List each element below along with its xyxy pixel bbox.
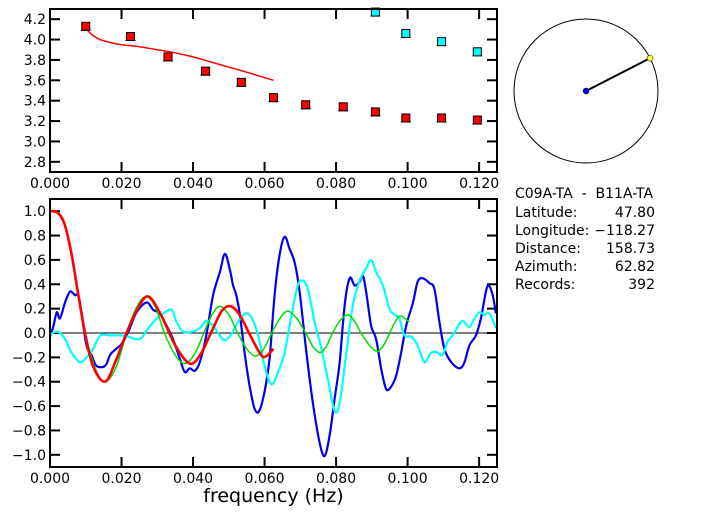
x-tick-label: 0.060 (245, 471, 285, 487)
red-points-marker (437, 113, 447, 123)
red-points-marker (370, 107, 380, 117)
info-value-records: 392 (628, 277, 655, 293)
y-tick-label: 4.2 (24, 12, 46, 28)
x-tick-label: 0.120 (459, 176, 499, 192)
x-tick-label: 0.040 (173, 471, 213, 487)
series-red (49, 209, 275, 384)
red-points-marker (472, 115, 482, 125)
data-layer (48, 209, 497, 458)
x-tick-label: 0.060 (245, 176, 285, 192)
x-axis-label: frequency (Hz) (203, 485, 343, 507)
red-points-marker (401, 113, 411, 123)
info-label-distance: Distance: (515, 241, 581, 257)
y-tick-label: 3.6 (24, 73, 46, 89)
info-label-longitude: Longitude: (515, 223, 589, 239)
red-points-marker (125, 32, 135, 42)
y-tick-label: −0.6 (12, 399, 46, 415)
y-tick-label: 0.0 (24, 326, 46, 342)
y-tick-label: 4.0 (24, 33, 46, 49)
info-value-longitude: −118.27 (594, 223, 655, 239)
y-tick-label: 3.4 (24, 94, 46, 110)
axes-frame (49, 198, 498, 468)
cyan-points-marker (401, 28, 411, 38)
y-tick-label: 0.2 (24, 302, 46, 318)
receiver-station-marker (646, 54, 654, 62)
info-value-latitude: 47.80 (615, 205, 655, 221)
info-value-azimuth: 62.82 (615, 259, 655, 275)
series-cyan (49, 258, 497, 414)
azimuth-map (513, 18, 659, 164)
info-value-distance: 158.73 (606, 241, 655, 257)
x-tick-label: 0.120 (459, 471, 499, 487)
cyan-points-marker (472, 47, 482, 57)
velocity-panel: 0.000 0.020 0.040 0.060 0.080 0.100 0.120 2.8 3.… (24, 7, 499, 192)
station-pair-title: C09A-TA - B11A-TA (515, 186, 653, 202)
azimuth-circle (513, 18, 659, 164)
x-tick-label: 0.020 (101, 471, 141, 487)
red-points-marker (163, 52, 173, 62)
y-tick-label: 3.2 (24, 114, 46, 130)
red-points-marker (269, 93, 278, 103)
red-points-marker (338, 102, 348, 112)
x-tick-label: 0.000 (30, 471, 70, 487)
y-tick-label: −1.0 (12, 448, 46, 464)
x-tick-label: 0.000 (30, 176, 70, 192)
info-label-latitude: Latitude: (515, 205, 577, 221)
x-tick-label: 0.100 (388, 176, 428, 192)
station-info-panel: C09A-TA - B11A-TA Latitude: 47.80 Longit… (515, 186, 655, 293)
red-points-marker (236, 77, 246, 87)
series-red-curve (86, 29, 274, 82)
y-tick-label: −0.2 (12, 350, 46, 366)
data-layer (80, 7, 483, 125)
series-blue (48, 235, 497, 458)
x-tick-label: 0.020 (101, 176, 141, 192)
y-tick-label: −0.4 (12, 375, 46, 391)
red-points-marker (201, 66, 211, 76)
x-tick-label: 0.080 (316, 176, 356, 192)
source-station-marker (582, 87, 590, 95)
info-label-azimuth: Azimuth: (515, 259, 577, 275)
red-points-marker (81, 21, 91, 31)
y-tick-label: 0.4 (24, 277, 46, 293)
info-label-records: Records: (515, 277, 575, 293)
y-tick-label: 2.8 (24, 155, 46, 171)
y-tick-label: 0.6 (24, 253, 46, 269)
y-tick-label: −0.8 (12, 423, 46, 439)
azimuth-path-line (585, 57, 651, 92)
x-tick-label: 0.080 (316, 471, 356, 487)
x-tick-label: 0.040 (173, 176, 213, 192)
red-points-marker (301, 100, 311, 110)
y-tick-label: 3.8 (24, 53, 46, 69)
axes-frame (49, 8, 498, 173)
cyan-points-marker (437, 37, 447, 47)
y-tick-label: 1.0 (24, 204, 46, 220)
correlation-panel: 0.000 0.020 0.040 0.060 0.080 0.100 0.120 −1.0 −… (12, 198, 499, 507)
y-tick-label: 0.8 (24, 229, 46, 245)
y-tick-label: 3.0 (24, 134, 46, 150)
x-tick-label: 0.100 (388, 471, 428, 487)
